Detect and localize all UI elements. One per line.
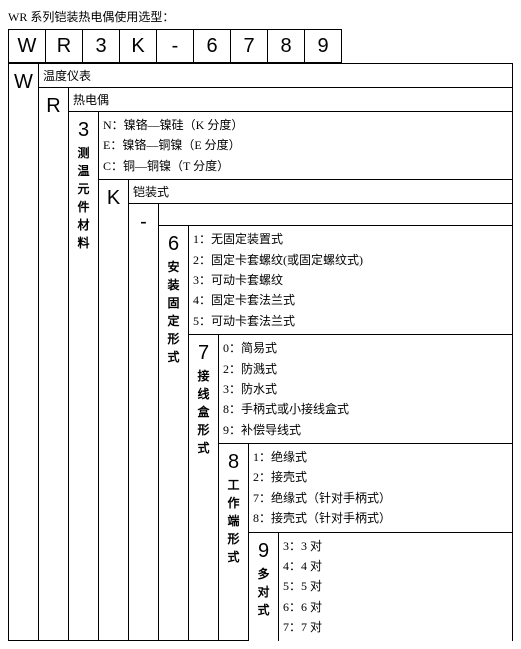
code-cell: W — [9, 30, 46, 63]
col2-label: R — [39, 88, 69, 641]
code-row: W R 3 K - 6 7 8 9 — [8, 29, 342, 63]
col6-options: 1：无固定装置式 2：固定卡套螺纹(或固定螺纹式) 3：可动卡套螺纹 4：固定卡… — [189, 226, 513, 335]
col9-options: 3：3 对 4：4 对 5：5 对 6：6 对 7：7 对 — [279, 532, 513, 640]
col5-label: - — [129, 204, 159, 641]
code-cell: 8 — [268, 30, 305, 63]
code-cell: K — [120, 30, 157, 63]
col2-header: 热电偶 — [69, 88, 513, 112]
code-cell: - — [157, 30, 194, 63]
col8-label: 8 工作端形式 — [219, 444, 249, 641]
code-cell: 7 — [231, 30, 268, 63]
page-title: WR 系列铠装热电偶使用选型： — [8, 8, 513, 25]
col3-options: N：镍铬—镍硅（K 分度） E：镍铬—铜镍（E 分度） C：铜—铜镍（T 分度） — [99, 112, 513, 180]
col7-label: 7 接线盒形式 — [189, 335, 219, 641]
col6-label: 6 安装固定形式 — [159, 226, 189, 641]
code-cell: 9 — [305, 30, 342, 63]
col3-label: 3 测温元件材料 — [69, 112, 99, 641]
col4-label: K — [99, 180, 129, 641]
code-cell: 6 — [194, 30, 231, 63]
col1-header: 温度仪表 — [39, 64, 513, 88]
col9-label: 9 多对式 — [249, 532, 279, 640]
code-cell: R — [46, 30, 83, 63]
col1-label: W — [9, 64, 39, 641]
code-cell: 3 — [83, 30, 120, 63]
col7-options: 0：简易式 2：防溅式 3：防水式 8：手柄式或小接线盒式 9：补偿导线式 — [219, 335, 513, 444]
col5-empty — [159, 204, 513, 226]
col8-options: 1：绝缘式 2：接壳式 7：绝缘式（针对手柄式） 8：接壳式（针对手柄式） — [249, 444, 513, 533]
col4-header: 铠装式 — [129, 180, 513, 204]
selection-table: W 温度仪表 R 热电偶 3 测温元件材料 N：镍铬—镍硅（K 分度） E：镍铬… — [8, 63, 513, 641]
